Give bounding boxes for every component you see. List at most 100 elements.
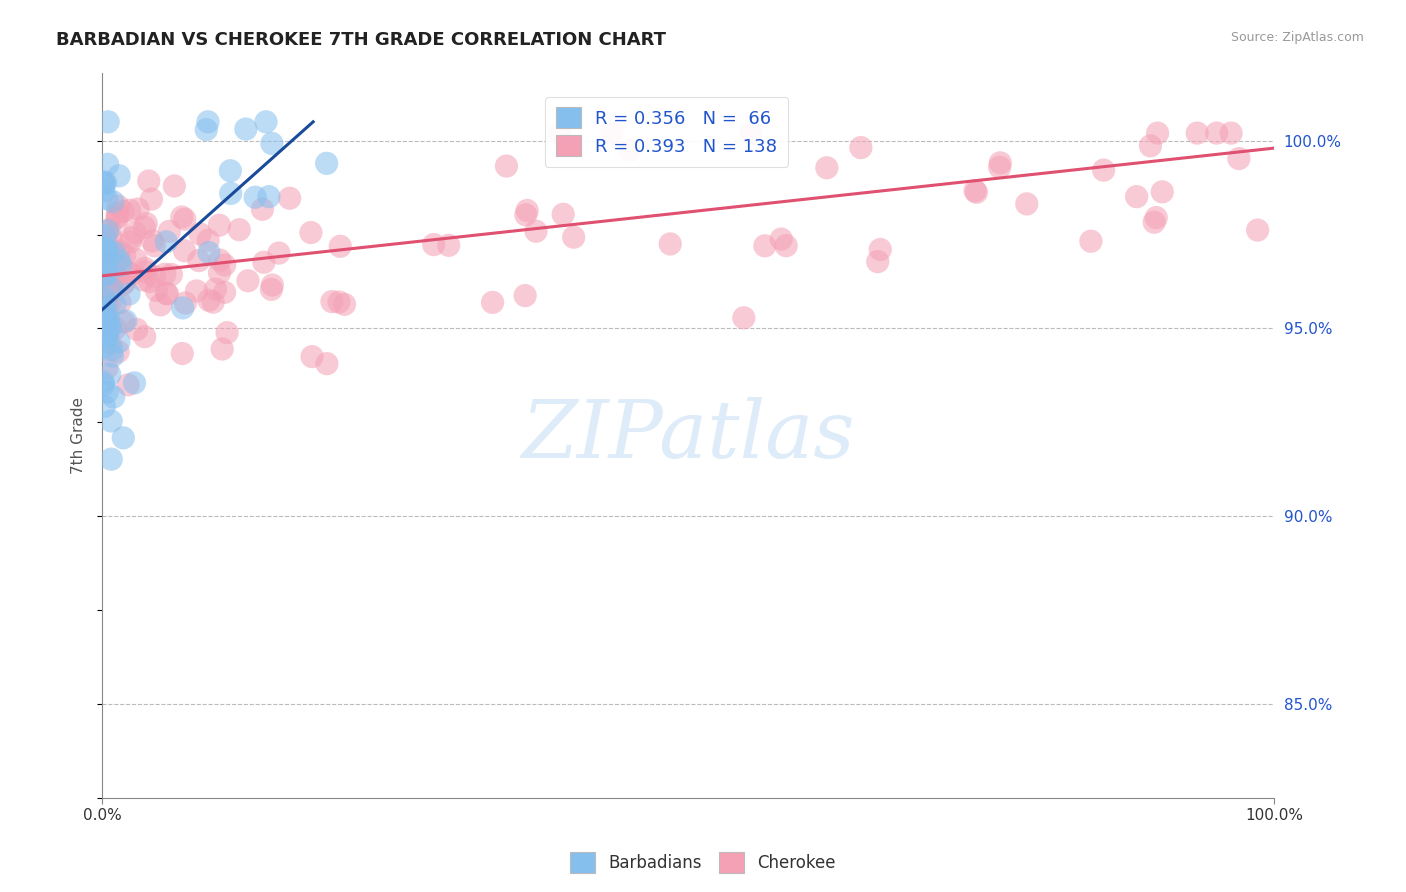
Point [96, 329, 118, 343]
Point [278, 191, 301, 205]
Point [1227, 152, 1250, 166]
Point [219, 163, 242, 178]
Point [118, 203, 141, 218]
Y-axis label: 7th Grade: 7th Grade [72, 397, 86, 474]
Point [254, 115, 277, 129]
Point [155, 286, 177, 301]
Point [100, 414, 122, 428]
Point [125, 322, 148, 336]
Point [120, 230, 142, 244]
Point [515, 208, 537, 222]
Point [141, 234, 163, 248]
Point [101, 194, 124, 209]
Point [118, 287, 141, 301]
Point [315, 156, 337, 170]
Point [1080, 234, 1102, 248]
Point [100, 452, 122, 467]
Point [97, 313, 120, 327]
Point [1185, 126, 1208, 140]
Point [100, 232, 122, 246]
Point [553, 207, 575, 221]
Point [600, 126, 623, 140]
Point [138, 174, 160, 188]
Point [328, 295, 350, 310]
Point [98, 222, 121, 236]
Point [100, 281, 122, 295]
Point [96, 235, 118, 249]
Point [124, 376, 146, 390]
Point [98, 368, 121, 382]
Point [214, 258, 236, 272]
Point [97, 224, 120, 238]
Point [125, 252, 148, 267]
Point [117, 265, 139, 279]
Point [208, 218, 231, 232]
Point [93, 184, 115, 198]
Point [135, 265, 157, 279]
Point [96, 314, 118, 328]
Point [197, 115, 219, 129]
Point [104, 321, 127, 335]
Point [96, 225, 118, 239]
Point [145, 284, 167, 298]
Point [770, 232, 793, 246]
Point [235, 122, 257, 136]
Point [138, 275, 160, 289]
Point [108, 253, 131, 268]
Point [204, 282, 226, 296]
Point [96, 254, 118, 268]
Point [97, 157, 120, 171]
Point [98, 320, 121, 334]
Point [516, 203, 538, 218]
Point [124, 226, 146, 240]
Point [173, 212, 195, 227]
Point [120, 235, 142, 249]
Point [96, 253, 118, 268]
Point [103, 245, 125, 260]
Point [97, 285, 120, 300]
Point [104, 267, 127, 281]
Point [94, 268, 117, 283]
Point [869, 243, 891, 257]
Point [1092, 163, 1115, 178]
Point [754, 239, 776, 253]
Point [101, 343, 124, 357]
Point [96, 327, 118, 342]
Point [562, 230, 585, 244]
Point [117, 377, 139, 392]
Text: ZIPatlas: ZIPatlas [522, 397, 855, 475]
Point [252, 202, 274, 217]
Point [104, 266, 127, 280]
Point [96, 361, 118, 376]
Point [1015, 197, 1038, 211]
Point [96, 385, 118, 400]
Point [98, 320, 121, 334]
Point [96, 267, 118, 281]
Point [134, 261, 156, 276]
Point [96, 243, 118, 257]
Point [524, 224, 547, 238]
Point [94, 259, 117, 273]
Point [262, 278, 284, 293]
Point [163, 178, 186, 193]
Point [103, 390, 125, 404]
Point [114, 314, 136, 328]
Point [659, 236, 682, 251]
Point [101, 272, 124, 286]
Point [96, 249, 118, 263]
Point [333, 297, 356, 311]
Point [243, 190, 266, 204]
Point [155, 235, 177, 249]
Point [1205, 126, 1227, 140]
Point [93, 292, 115, 306]
Point [143, 239, 166, 253]
Point [107, 199, 129, 213]
Point [198, 293, 221, 308]
Point [105, 210, 128, 224]
Point [217, 326, 239, 340]
Point [740, 126, 762, 140]
Point [149, 298, 172, 312]
Point [437, 238, 460, 252]
Point [214, 285, 236, 300]
Point [775, 238, 797, 252]
